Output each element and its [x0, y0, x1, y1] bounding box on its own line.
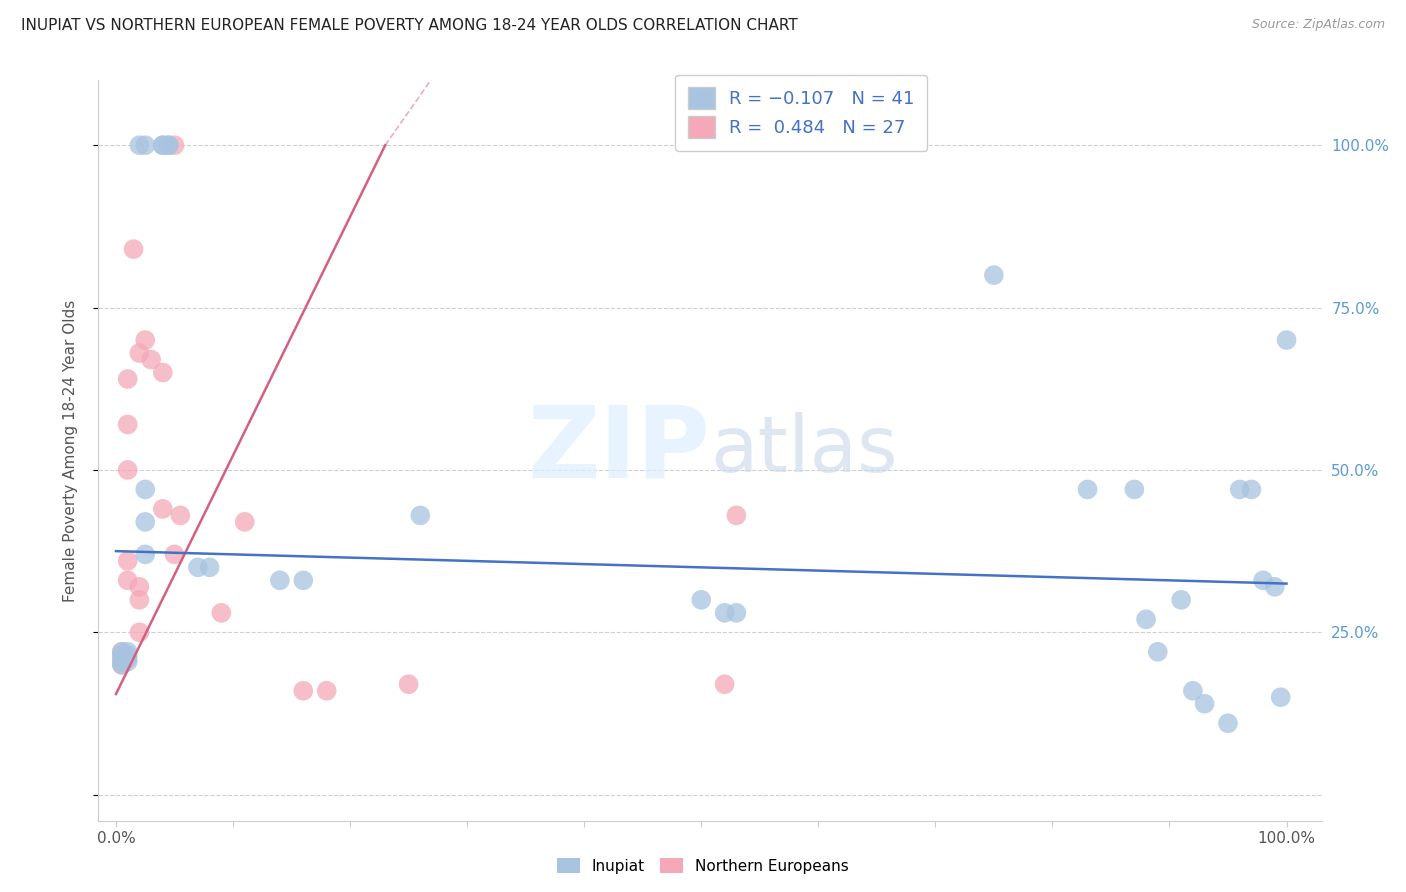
- Point: [713, 677, 735, 691]
- Point: [292, 683, 315, 698]
- Point: [1229, 483, 1251, 497]
- Point: [134, 515, 156, 529]
- Point: [111, 651, 134, 665]
- Point: [163, 547, 186, 561]
- Point: [1270, 690, 1292, 705]
- Point: [117, 651, 139, 665]
- Text: INUPIAT VS NORTHERN EUROPEAN FEMALE POVERTY AMONG 18-24 YEAR OLDS CORRELATION CH: INUPIAT VS NORTHERN EUROPEAN FEMALE POVE…: [21, 18, 797, 33]
- Point: [128, 346, 150, 360]
- Point: [233, 515, 256, 529]
- Point: [117, 574, 139, 588]
- Point: [157, 138, 180, 153]
- Point: [128, 580, 150, 594]
- Point: [111, 657, 134, 672]
- Text: atlas: atlas: [710, 412, 897, 489]
- Point: [292, 574, 315, 588]
- Point: [134, 547, 156, 561]
- Point: [1170, 592, 1192, 607]
- Point: [152, 366, 174, 380]
- Point: [713, 606, 735, 620]
- Legend: Inupiat, Northern Europeans: Inupiat, Northern Europeans: [551, 852, 855, 880]
- Point: [163, 138, 186, 153]
- Point: [117, 655, 139, 669]
- Point: [1194, 697, 1216, 711]
- Point: [983, 268, 1005, 282]
- Point: [152, 502, 174, 516]
- Point: [117, 372, 139, 386]
- Point: [269, 574, 291, 588]
- Point: [725, 606, 748, 620]
- Point: [128, 592, 150, 607]
- Point: [128, 138, 150, 153]
- Point: [209, 606, 232, 620]
- Point: [152, 138, 174, 153]
- Point: [1251, 574, 1274, 588]
- Point: [1181, 683, 1204, 698]
- Point: [117, 554, 139, 568]
- Point: [1146, 645, 1168, 659]
- Point: [198, 560, 221, 574]
- Point: [111, 657, 134, 672]
- Text: Source: ZipAtlas.com: Source: ZipAtlas.com: [1251, 18, 1385, 31]
- Point: [128, 625, 150, 640]
- Point: [725, 508, 748, 523]
- Point: [187, 560, 209, 574]
- Point: [1240, 483, 1263, 497]
- Point: [134, 483, 156, 497]
- Point: [1135, 612, 1157, 626]
- Point: [134, 138, 156, 153]
- Point: [157, 138, 180, 153]
- Point: [111, 645, 134, 659]
- Legend: R = −0.107   N = 41, R =  0.484   N = 27: R = −0.107 N = 41, R = 0.484 N = 27: [675, 75, 928, 151]
- Point: [152, 138, 174, 153]
- Point: [1216, 716, 1239, 731]
- Point: [117, 417, 139, 432]
- Point: [117, 648, 139, 662]
- Point: [134, 333, 156, 347]
- Point: [111, 655, 134, 669]
- Point: [1275, 333, 1298, 347]
- Point: [111, 648, 134, 662]
- Point: [690, 592, 713, 607]
- Point: [1076, 483, 1098, 497]
- Point: [169, 508, 191, 523]
- Point: [117, 645, 139, 659]
- Point: [111, 645, 134, 659]
- Y-axis label: Female Poverty Among 18-24 Year Olds: Female Poverty Among 18-24 Year Olds: [63, 300, 77, 601]
- Point: [315, 683, 337, 698]
- Point: [1123, 483, 1146, 497]
- Point: [122, 242, 145, 256]
- Point: [398, 677, 420, 691]
- Point: [409, 508, 432, 523]
- Point: [117, 463, 139, 477]
- Text: ZIP: ZIP: [527, 402, 710, 499]
- Point: [1264, 580, 1286, 594]
- Point: [139, 352, 162, 367]
